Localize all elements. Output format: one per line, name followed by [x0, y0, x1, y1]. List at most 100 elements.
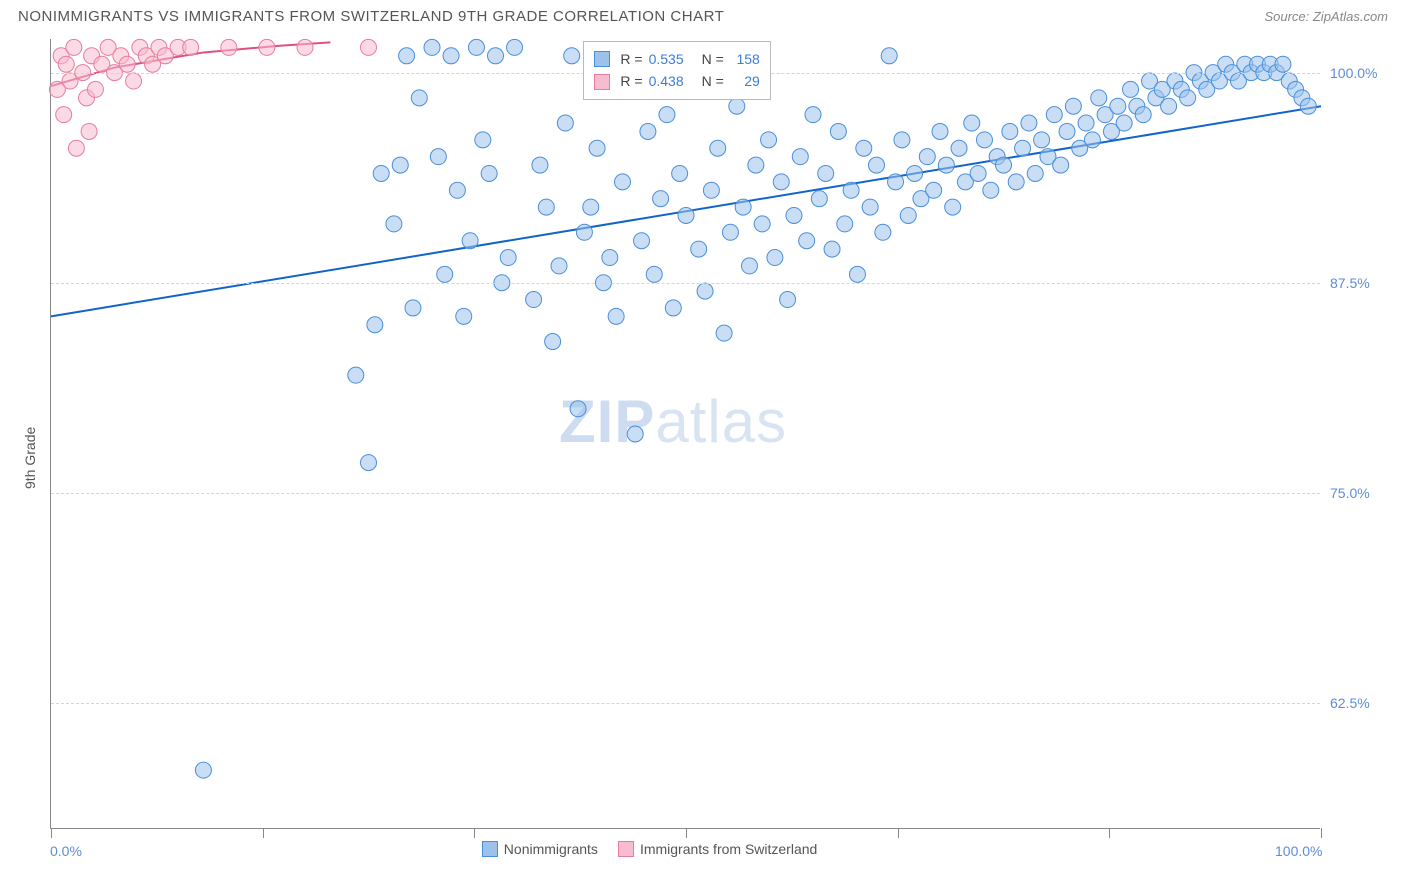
point-nonimmigrants — [399, 48, 415, 64]
point-nonimmigrants — [786, 207, 802, 223]
x-tick — [1109, 828, 1110, 838]
source-label: Source: ZipAtlas.com — [1264, 9, 1388, 24]
point-nonimmigrants — [773, 174, 789, 190]
point-nonimmigrants — [449, 182, 465, 198]
point-nonimmigrants — [761, 132, 777, 148]
point-nonimmigrants — [856, 140, 872, 156]
point-nonimmigrants — [386, 216, 402, 232]
point-nonimmigrants — [837, 216, 853, 232]
point-nonimmigrants — [729, 98, 745, 114]
point-nonimmigrants — [1027, 165, 1043, 181]
point-nonimmigrants — [462, 233, 478, 249]
point-nonimmigrants — [754, 216, 770, 232]
point-nonimmigrants — [735, 199, 751, 215]
point-nonimmigrants — [875, 224, 891, 240]
stats-legend: R = 0.535N = 158R = 0.438N = 29 — [583, 41, 770, 100]
y-tick-label: 100.0% — [1330, 65, 1377, 81]
point-nonimmigrants — [938, 157, 954, 173]
point-nonimmigrants — [703, 182, 719, 198]
point-nonimmigrants — [932, 123, 948, 139]
point-nonimmigrants — [602, 250, 618, 266]
point-nonimmigrants — [862, 199, 878, 215]
legend-n-label: N = — [702, 70, 724, 92]
point-immigrants-switzerland — [361, 39, 377, 55]
point-nonimmigrants — [456, 308, 472, 324]
point-nonimmigrants — [589, 140, 605, 156]
y-tick-label: 62.5% — [1330, 695, 1370, 711]
point-nonimmigrants — [697, 283, 713, 299]
point-nonimmigrants — [634, 233, 650, 249]
point-nonimmigrants — [722, 224, 738, 240]
point-nonimmigrants — [551, 258, 567, 274]
legend-n-value: 29 — [730, 70, 760, 92]
point-nonimmigrants — [526, 292, 542, 308]
point-nonimmigrants — [799, 233, 815, 249]
point-nonimmigrants — [996, 157, 1012, 173]
point-nonimmigrants — [1059, 123, 1075, 139]
legend-r-label: R = — [620, 48, 642, 70]
point-nonimmigrants — [195, 762, 211, 778]
point-nonimmigrants — [894, 132, 910, 148]
legend-item: Nonimmigrants — [482, 841, 598, 857]
point-nonimmigrants — [348, 367, 364, 383]
point-nonimmigrants — [869, 157, 885, 173]
point-nonimmigrants — [468, 39, 484, 55]
point-nonimmigrants — [545, 334, 561, 350]
point-nonimmigrants — [538, 199, 554, 215]
point-immigrants-switzerland — [221, 39, 237, 55]
y-axis-label: 9th Grade — [22, 427, 38, 489]
point-nonimmigrants — [653, 191, 669, 207]
point-nonimmigrants — [1046, 107, 1062, 123]
point-nonimmigrants — [881, 48, 897, 64]
legend-label: Nonimmigrants — [504, 841, 598, 857]
legend-swatch — [594, 51, 610, 67]
x-tick — [686, 828, 687, 838]
point-nonimmigrants — [1053, 157, 1069, 173]
legend-swatch — [482, 841, 498, 857]
point-nonimmigrants — [659, 107, 675, 123]
y-tick-label: 87.5% — [1330, 275, 1370, 291]
point-nonimmigrants — [780, 292, 796, 308]
point-nonimmigrants — [646, 266, 662, 282]
chart-svg — [51, 39, 1321, 829]
chart-container: 9th Grade ZIPatlas R = 0.535N = 158R = 0… — [0, 29, 1406, 869]
point-nonimmigrants — [640, 123, 656, 139]
point-nonimmigrants — [488, 48, 504, 64]
point-nonimmigrants — [405, 300, 421, 316]
series-legend: NonimmigrantsImmigrants from Switzerland — [482, 841, 818, 857]
legend-r-value: 0.438 — [649, 70, 684, 92]
point-nonimmigrants — [691, 241, 707, 257]
point-immigrants-switzerland — [183, 39, 199, 55]
point-nonimmigrants — [843, 182, 859, 198]
point-nonimmigrants — [1116, 115, 1132, 131]
point-nonimmigrants — [767, 250, 783, 266]
point-nonimmigrants — [1300, 98, 1316, 114]
point-nonimmigrants — [919, 149, 935, 165]
point-nonimmigrants — [361, 455, 377, 471]
point-nonimmigrants — [748, 157, 764, 173]
point-nonimmigrants — [481, 165, 497, 181]
point-nonimmigrants — [1078, 115, 1094, 131]
point-nonimmigrants — [532, 157, 548, 173]
point-nonimmigrants — [1084, 132, 1100, 148]
point-nonimmigrants — [583, 199, 599, 215]
point-nonimmigrants — [411, 90, 427, 106]
point-immigrants-switzerland — [126, 73, 142, 89]
point-nonimmigrants — [576, 224, 592, 240]
point-nonimmigrants — [564, 48, 580, 64]
point-nonimmigrants — [373, 165, 389, 181]
point-immigrants-switzerland — [81, 123, 97, 139]
x-tick — [1321, 828, 1322, 838]
point-nonimmigrants — [1275, 56, 1291, 72]
point-nonimmigrants — [500, 250, 516, 266]
point-nonimmigrants — [742, 258, 758, 274]
point-nonimmigrants — [964, 115, 980, 131]
point-nonimmigrants — [430, 149, 446, 165]
point-nonimmigrants — [672, 165, 688, 181]
point-nonimmigrants — [608, 308, 624, 324]
point-nonimmigrants — [392, 157, 408, 173]
point-nonimmigrants — [983, 182, 999, 198]
point-nonimmigrants — [627, 426, 643, 442]
x-tick — [263, 828, 264, 838]
legend-n-value: 158 — [730, 48, 760, 70]
